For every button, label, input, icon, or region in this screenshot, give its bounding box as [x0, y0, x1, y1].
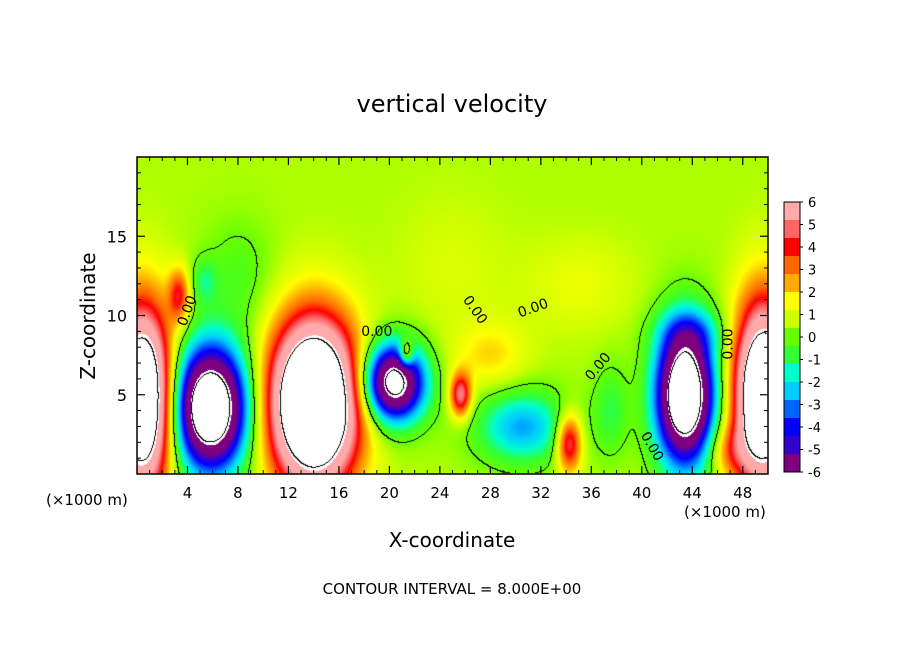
contour-label: 0.00: [721, 328, 737, 359]
x-tick-label: 16: [329, 484, 348, 502]
colorbar-tick-label: -5: [808, 444, 821, 459]
colorbar-segment: [784, 418, 800, 437]
colorbar-segment: [784, 328, 800, 347]
x-tick-label: 20: [380, 484, 399, 502]
x-tick-label: 28: [481, 484, 500, 502]
colorbar-segment: [784, 310, 800, 329]
y-tick-label: 10: [107, 307, 127, 326]
colorbar-segment: [784, 292, 800, 311]
colorbar-segment: [784, 400, 800, 419]
x-tick-label: 40: [632, 484, 651, 502]
x-tick-label: 12: [279, 484, 298, 502]
y-tick-label: 5: [117, 386, 127, 405]
colorbar-segment: [784, 238, 800, 257]
colorbar-segment: [784, 220, 800, 239]
colorbar-tick-label: -4: [808, 421, 821, 436]
colorbar-segment: [784, 364, 800, 383]
colorbar-segment: [784, 274, 800, 293]
x-tick-label: 8: [233, 484, 243, 502]
contour-label: 0.00: [361, 324, 392, 340]
x-tick-label: 48: [733, 484, 752, 502]
colorbar-tick-label: -6: [808, 466, 821, 481]
x-tick-label: 24: [430, 484, 449, 502]
colorbar-segment: [784, 436, 800, 455]
colorbar-tick-label: -2: [808, 376, 821, 391]
colorbar-segment: [784, 202, 800, 221]
colorbar-tick-label: -1: [808, 354, 821, 369]
colorbar-tick-label: 5: [808, 219, 816, 234]
x-tick-label: 44: [683, 484, 702, 502]
colorbar-tick-label: 1: [808, 309, 816, 324]
colorbar-tick-label: 0: [808, 331, 816, 346]
colorbar-segment: [784, 346, 800, 365]
y-axis-ticks: 5 10 15: [107, 172, 768, 459]
colorbar-tick-label: 3: [808, 264, 816, 279]
colorbar-segment: [784, 256, 800, 275]
y-axis-label: Z-coordinate: [76, 252, 100, 379]
heatmap-field: [137, 157, 768, 474]
colorbar: 6 5 4 3 2 1 0 -1 -2 -3 -4 -5 -6: [783, 196, 821, 481]
x-unit-right: (×1000 m): [684, 503, 766, 521]
colorbar-tick-label: 6: [808, 196, 816, 211]
x-unit-left: (×1000 m): [46, 491, 128, 509]
x-axis-label: X-coordinate: [389, 528, 516, 552]
x-axis-ticks: 4 8 12 16 20 24 28 32 36 40 44 48: [149, 157, 756, 502]
y-tick-label: 15: [107, 227, 127, 246]
chart-title: vertical velocity: [357, 90, 548, 118]
colorbar-tick-label: 2: [808, 286, 816, 301]
x-tick-label: 36: [582, 484, 601, 502]
x-tick-label: 4: [183, 484, 193, 502]
x-tick-label: 32: [531, 484, 550, 502]
colorbar-segment: [784, 454, 800, 473]
colorbar-segment: [784, 382, 800, 401]
contour-interval-footer: CONTOUR INTERVAL = 8.000E+00: [323, 580, 582, 598]
plot-area: [136, 156, 769, 475]
colorbar-tick-label: -3: [808, 399, 821, 414]
colorbar-tick-label: 4: [808, 241, 816, 256]
